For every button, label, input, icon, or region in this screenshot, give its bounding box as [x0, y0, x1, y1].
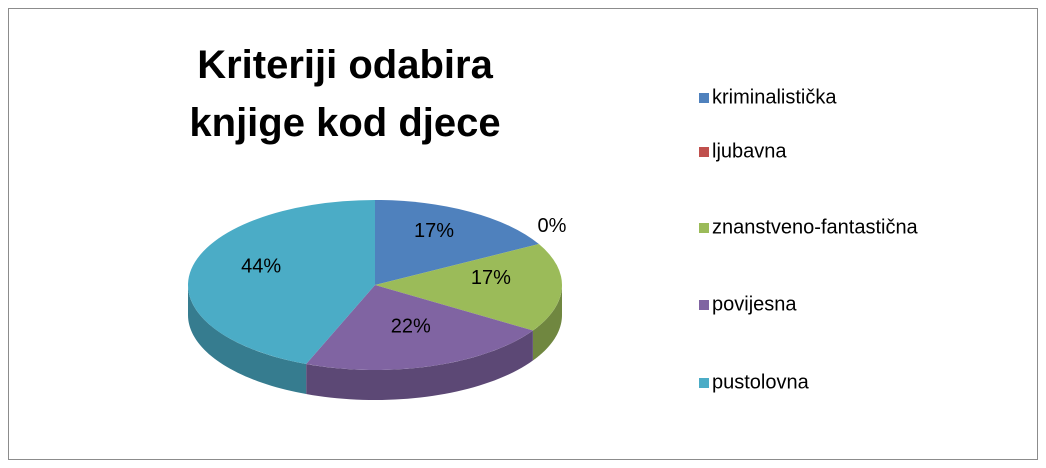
- slice: [306, 285, 533, 370]
- data-label: 17%: [471, 267, 511, 289]
- chart-title: Kriteriji odabira knjige kod djece: [189, 43, 501, 145]
- data-label: 44%: [241, 255, 281, 277]
- legend-label: znanstveno-fantastična: [712, 216, 919, 238]
- legend-swatch: [699, 378, 709, 388]
- legend-swatch: [699, 223, 709, 233]
- legend-label: ljubavna: [712, 140, 787, 162]
- slice: [375, 200, 539, 285]
- slice-side: [306, 330, 533, 400]
- data-label: 17%: [414, 220, 454, 242]
- slice-side: [532, 285, 562, 361]
- legend-swatch: [699, 300, 709, 310]
- legend-swatch: [699, 93, 709, 103]
- slice-side: [188, 285, 307, 395]
- legend-label: povijesna: [712, 293, 797, 315]
- slice: [375, 244, 563, 331]
- legend-label: kriminalistička: [712, 86, 837, 108]
- data-label: 0%: [538, 215, 567, 237]
- slice: [188, 200, 375, 365]
- legend-label: pustolovna: [712, 371, 810, 393]
- data-label: 22%: [391, 315, 431, 337]
- legend-swatch: [699, 147, 709, 157]
